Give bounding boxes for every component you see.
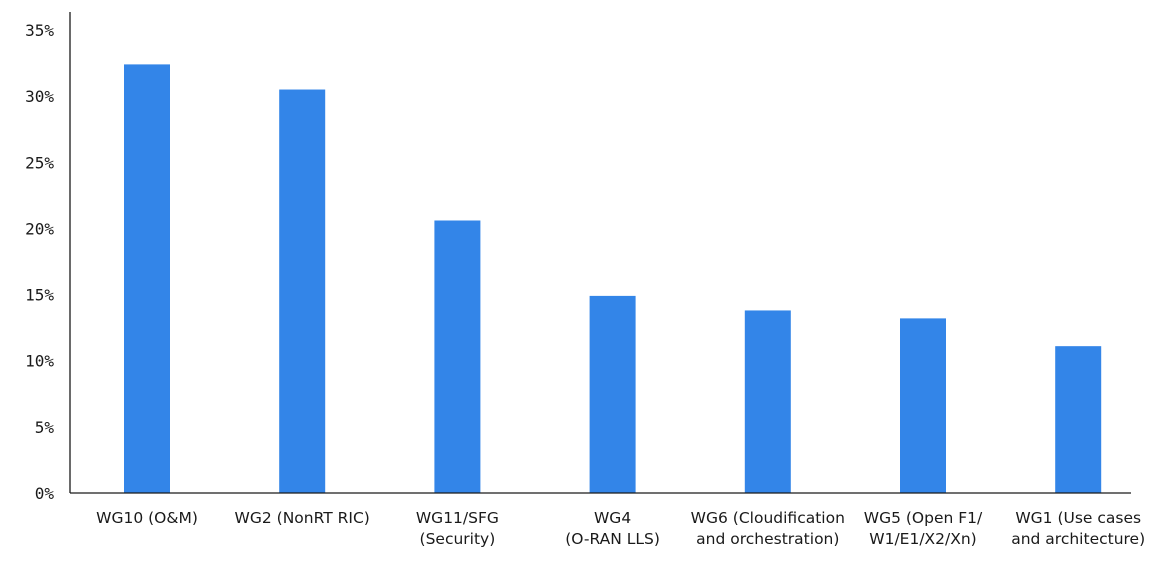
x-category-label: WG1 (Use cases and architecture) [1011,509,1145,548]
y-tick-label: 25% [25,153,54,172]
bar [589,295,636,493]
y-tick-label: 0% [35,484,55,503]
y-tick-label: 5% [35,418,55,437]
x-axis-labels: WG10 (O&M) WG2 (NonRT RIC) WG11/SFG (Securi… [96,509,1145,548]
bar [744,310,791,493]
x-category-label: WG10 (O&M) [96,509,198,527]
y-tick-label: 10% [25,352,54,371]
y-axis-ticks: 0% 5% 10% 15% 20% 25% 30% 35% [25,21,54,503]
y-tick-label: 15% [25,286,54,305]
y-tick-label: 30% [25,87,54,106]
bar [434,220,481,493]
bars [124,64,1102,494]
x-category-label: WG2 (NonRT RIC) [235,509,370,527]
bar [1055,346,1102,493]
x-category-label: WG4 (O-RAN LLS) [565,509,660,548]
x-category-label: WG6 (Cloudification and orchestration) [691,509,845,548]
y-tick-label: 35% [25,21,54,40]
x-category-label: WG5 (Open F1/W1/E1/X2/Xn) [864,509,983,548]
bar [900,318,946,493]
bar [279,89,326,494]
y-tick-label: 20% [25,219,54,238]
bar [124,64,170,493]
x-category-label: WG11/SFG (Security) [416,509,499,548]
